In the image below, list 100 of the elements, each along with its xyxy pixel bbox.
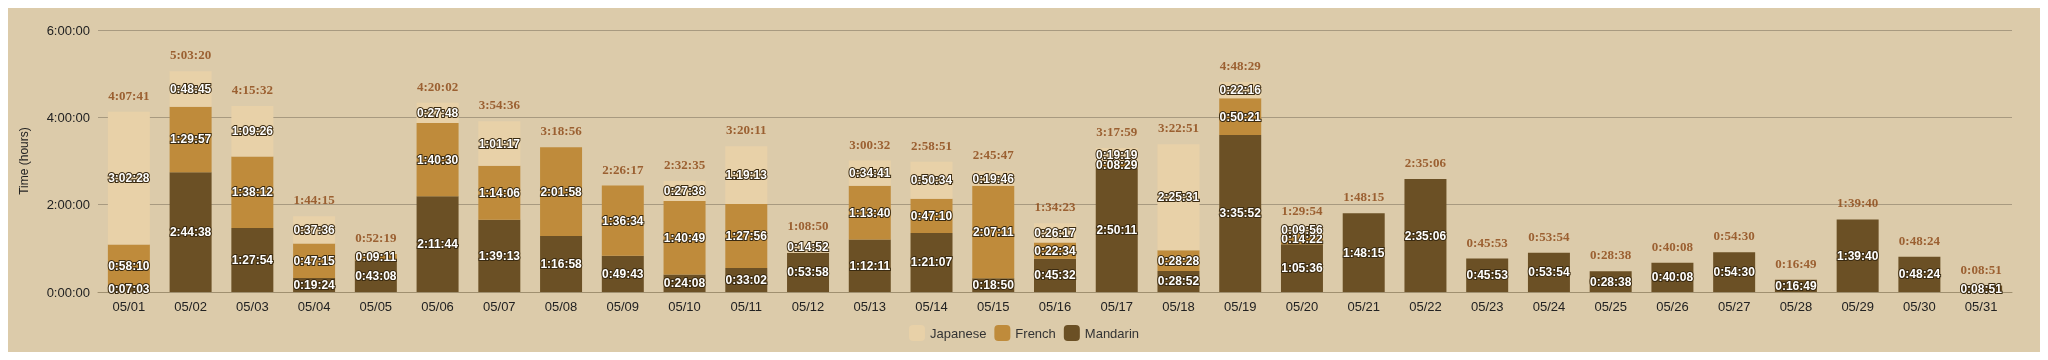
total-label: 0:54:30 — [1713, 228, 1755, 244]
bar — [1157, 144, 1200, 251]
x-tick-label: 05/09 — [606, 299, 640, 314]
x-tick-label: 05/03 — [236, 299, 269, 314]
y-tick-label: 4:00:00 — [46, 109, 90, 125]
y-tick-label: 0:00:00 — [46, 284, 90, 300]
total-label: 0:16:49 — [1775, 255, 1817, 271]
data-label: 1:27:56 — [725, 228, 768, 243]
data-label: 1:48:15 — [1343, 245, 1385, 260]
x-tick-label: 05/28 — [1779, 299, 1813, 314]
total-label: 0:48:24 — [1898, 232, 1941, 248]
total-label: 0:28:38 — [1590, 247, 1632, 263]
data-label: 1:29:57 — [169, 132, 212, 147]
data-label: 0:28:38 — [1589, 274, 1632, 289]
data-label: 0:37:36 — [293, 222, 336, 237]
data-label: 0:50:21 — [1219, 109, 1262, 124]
data-label: 0:19:46 — [972, 171, 1015, 186]
x-tick-label: 05/11 — [730, 299, 763, 314]
data-label: 0:09:11 — [355, 250, 397, 265]
x-tick-label: 05/13 — [853, 299, 887, 314]
data-label: 3:35:52 — [1219, 206, 1262, 221]
data-label: 0:28:52 — [1157, 274, 1200, 289]
total-label: 3:54:36 — [478, 97, 521, 113]
data-label: 0:47:10 — [910, 208, 953, 223]
x-tick-label: 05/30 — [1903, 299, 1936, 314]
legend-label: Japanese — [929, 325, 987, 341]
x-tick-label: 05/26 — [1656, 299, 1689, 314]
total-label: 0:52:19 — [355, 229, 397, 245]
data-label: 1:36:34 — [602, 213, 644, 228]
data-label: 1:27:54 — [231, 253, 274, 268]
total-label: 3:00:32 — [849, 136, 891, 152]
data-label: 0:48:45 — [169, 81, 212, 96]
x-tick-label: 05/05 — [359, 299, 393, 314]
legend-label: French — [1015, 325, 1056, 341]
x-tick-label: 05/04 — [297, 299, 331, 314]
total-label: 1:39:40 — [1837, 195, 1879, 211]
data-label: 0:18:50 — [972, 278, 1015, 293]
data-label: 2:01:58 — [540, 184, 583, 199]
x-tick-label: 05/01 — [112, 299, 146, 314]
data-label: 1:12:11 — [849, 258, 891, 273]
data-label: 0:14:52 — [787, 240, 830, 255]
x-tick-label: 05/15 — [976, 299, 1010, 314]
total-label: 4:15:32 — [231, 82, 273, 98]
total-label: 2:45:47 — [972, 147, 1015, 163]
data-label: 0:48:24 — [1898, 267, 1941, 282]
x-tick-label: 05/23 — [1470, 299, 1504, 314]
data-label: 0:45:32 — [1034, 268, 1076, 283]
total-label: 3:17:59 — [1096, 123, 1138, 139]
total-label: 3:22:51 — [1157, 120, 1200, 136]
data-label: 0:53:58 — [787, 265, 830, 280]
x-tick-label: 05/25 — [1594, 299, 1627, 314]
x-tick-label: 05/21 — [1347, 299, 1380, 314]
x-tick-label: 05/02 — [174, 299, 207, 314]
data-label: 1:39:40 — [1836, 248, 1879, 263]
data-label: 1:14:06 — [478, 185, 521, 200]
total-label: 0:08:51 — [1960, 261, 2002, 277]
data-label: 0:27:38 — [663, 184, 706, 199]
total-label: 0:53:54 — [1528, 228, 1571, 244]
data-label: 1:09:26 — [231, 124, 274, 139]
bar — [1095, 168, 1138, 292]
y-tick-label: 2:00:00 — [46, 197, 90, 213]
total-label: 5:03:20 — [170, 47, 212, 63]
data-label: 0:19:19 — [1096, 147, 1138, 162]
data-label: 0:34:41 — [849, 166, 891, 181]
total-label: 3:18:56 — [540, 123, 583, 139]
x-tick-label: 05/24 — [1532, 299, 1566, 314]
total-label: 1:48:15 — [1343, 189, 1385, 205]
x-tick-label: 05/10 — [668, 299, 701, 314]
data-label: 0:43:08 — [355, 269, 397, 284]
data-label: 1:38:12 — [231, 185, 274, 200]
x-tick-label: 05/08 — [544, 299, 578, 314]
data-label: 0:19:24 — [293, 277, 336, 292]
total-label: 2:35:06 — [1404, 155, 1447, 171]
x-tick-label: 05/16 — [1038, 299, 1072, 314]
x-tick-label: 05/12 — [791, 299, 825, 314]
total-label: 0:40:08 — [1651, 238, 1694, 254]
data-label: 1:21:07 — [910, 255, 953, 270]
x-tick-label: 05/20 — [1285, 299, 1319, 314]
bar — [1404, 179, 1447, 292]
data-label: 0:45:53 — [1466, 268, 1509, 283]
data-label: 0:22:34 — [1034, 243, 1076, 258]
data-label: 2:25:31 — [1157, 190, 1200, 205]
data-label: 2:07:11 — [972, 225, 1014, 240]
bar — [107, 111, 150, 245]
data-label: 0:47:15 — [293, 253, 336, 268]
data-label: 1:39:13 — [478, 248, 521, 263]
total-label: 3:20:11 — [726, 122, 767, 138]
data-label: 0:58:10 — [108, 258, 150, 273]
data-label: 0:40:08 — [1651, 270, 1694, 285]
x-tick-label: 05/31 — [1964, 299, 1998, 314]
x-tick-label: 05/22 — [1409, 299, 1442, 314]
total-label: 1:08:50 — [787, 217, 829, 233]
x-tick-label: 05/17 — [1100, 299, 1134, 314]
data-label: 2:35:06 — [1404, 228, 1447, 243]
x-tick-label: 05/18 — [1162, 299, 1195, 314]
data-label: 2:44:38 — [169, 225, 212, 240]
data-label: 0:24:08 — [663, 276, 706, 291]
total-label: 1:29:54 — [1281, 202, 1324, 218]
y-tick-label: 6:00:00 — [46, 22, 90, 38]
bar — [169, 172, 212, 292]
